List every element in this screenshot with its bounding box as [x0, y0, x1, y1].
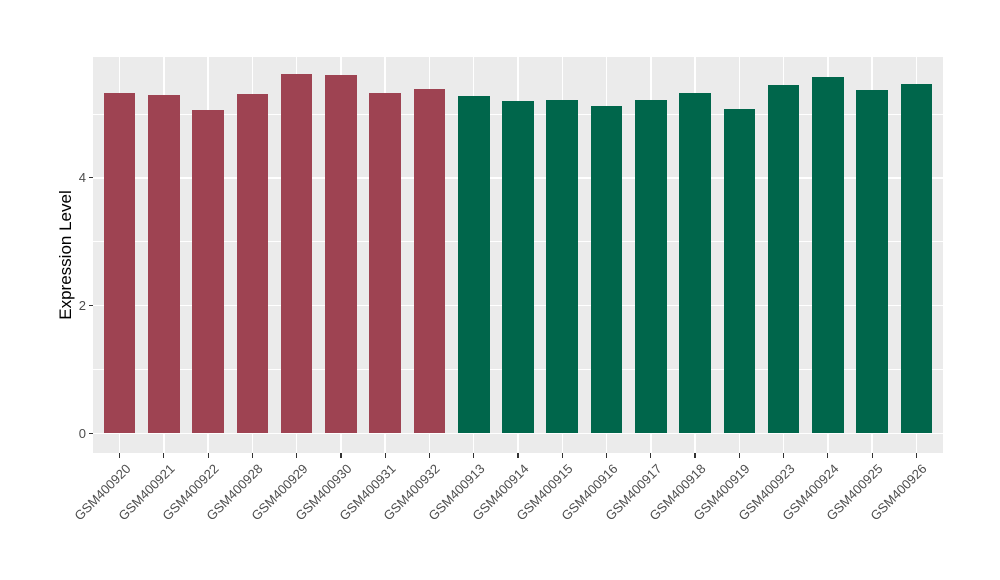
y-tick-mark: [88, 432, 93, 435]
y-tick-mark: [88, 305, 93, 307]
x-tick-mark: [340, 453, 342, 458]
bar-gsm400921: [148, 95, 180, 434]
bar-gsm400916: [590, 105, 623, 434]
bar-gsm400929: [280, 74, 313, 434]
x-tick-mark: [694, 453, 696, 458]
y-axis-title: Expression Level: [56, 190, 75, 320]
bar-gsm400924: [812, 76, 844, 434]
y-tick-label: 4: [78, 170, 86, 186]
bar-gsm400920: [103, 92, 136, 434]
bar-gsm400926: [900, 83, 933, 434]
bar-gsm400922: [192, 109, 224, 434]
bar-gsm400918: [679, 92, 711, 434]
x-tick-mark: [384, 453, 386, 458]
x-tick-mark: [783, 453, 785, 458]
y-tick-mark: [88, 177, 93, 179]
x-tick-mark: [118, 453, 121, 458]
bar-gsm400913: [457, 96, 490, 434]
x-tick-mark: [561, 453, 563, 458]
bar-gsm400932: [413, 89, 446, 434]
bar-gsm400919: [723, 108, 756, 434]
x-tick-mark: [207, 453, 209, 458]
x-tick-mark: [251, 453, 253, 458]
bar-gsm400923: [767, 85, 800, 434]
x-tick-mark: [296, 453, 298, 458]
plot-panel: [93, 57, 943, 453]
y-tick-label: 0: [78, 425, 86, 441]
x-tick-mark: [827, 453, 829, 458]
bar-gsm400925: [856, 89, 888, 434]
x-tick-mark: [738, 453, 740, 458]
x-tick-mark: [605, 453, 608, 458]
x-tick-mark: [650, 453, 652, 458]
y-tick-label: 2: [78, 297, 86, 313]
x-tick-mark: [871, 453, 873, 458]
x-tick-mark: [915, 453, 918, 458]
bar-gsm400928: [236, 93, 269, 434]
bar-gsm400914: [502, 100, 534, 434]
x-tick-mark: [473, 453, 475, 458]
bar-gsm400930: [325, 75, 357, 434]
bar-gsm400917: [634, 99, 667, 434]
x-tick-mark: [428, 453, 431, 458]
x-tick-mark: [163, 453, 165, 458]
bar-gsm400915: [546, 99, 579, 434]
x-tick-mark: [517, 453, 519, 458]
bar-gsm400931: [369, 92, 401, 434]
